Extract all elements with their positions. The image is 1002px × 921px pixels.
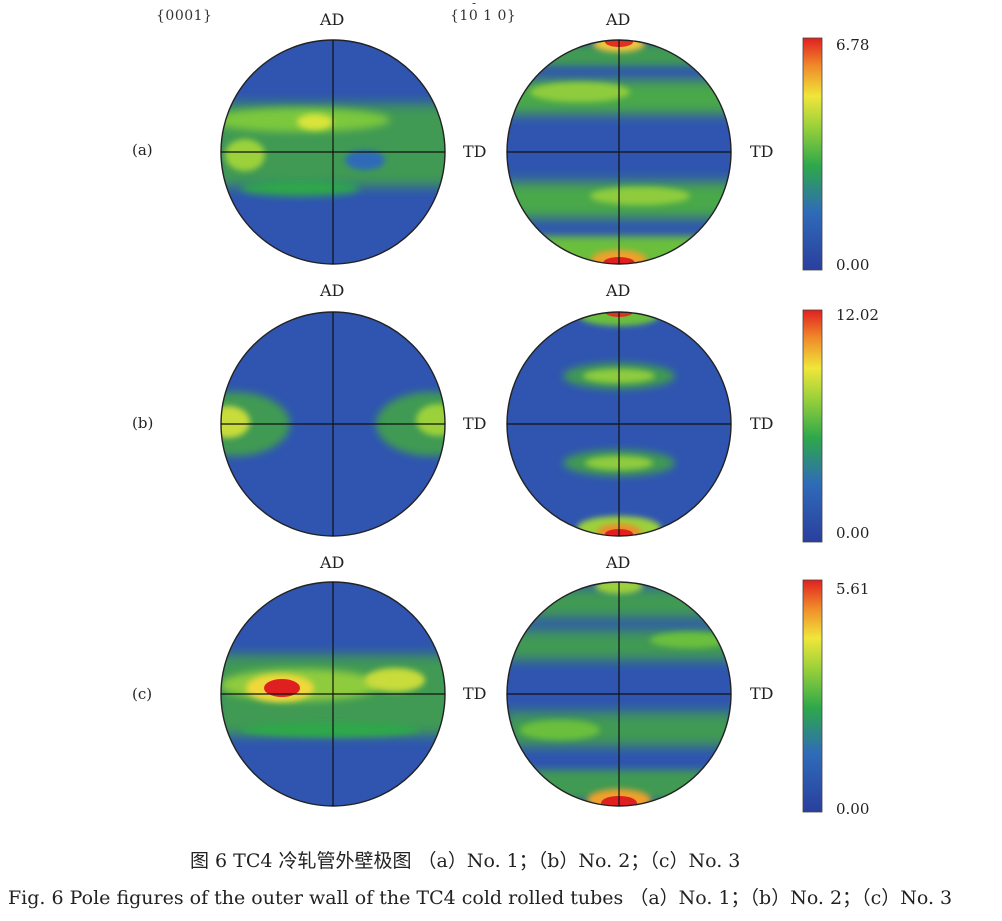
td-label-c-right: TD bbox=[750, 684, 774, 703]
ad-label-b-left: AD bbox=[320, 281, 345, 300]
row-label-b: (b) bbox=[132, 414, 154, 432]
ad-label-a-right: AD bbox=[606, 10, 631, 29]
pole-figure-c-0001 bbox=[220, 581, 446, 807]
colorbar-b-max: 12.02 bbox=[836, 306, 879, 324]
pole-figure-a-0001 bbox=[220, 39, 446, 265]
colorbar-c-max: 5.61 bbox=[836, 580, 870, 598]
pole-figure-b-0001 bbox=[220, 311, 446, 537]
td-label-a-left: TD bbox=[463, 142, 487, 161]
caption-chinese: 图 6 TC4 冷轧管外壁极图 （a）No. 1；（b）No. 2；（c）No.… bbox=[190, 850, 741, 872]
header-right-overbar: - bbox=[472, 0, 477, 10]
colorbar-b bbox=[802, 309, 823, 543]
header-left-plane: {0001} bbox=[156, 8, 213, 24]
pole-figure-a-1010 bbox=[506, 39, 732, 265]
ad-label-a-left: AD bbox=[320, 10, 345, 29]
caption-english: Fig. 6 Pole figures of the outer wall of… bbox=[8, 887, 953, 909]
td-label-c-left: TD bbox=[463, 684, 487, 703]
row-label-a: (a) bbox=[132, 141, 153, 159]
colorbar-c bbox=[802, 579, 823, 813]
ad-label-c-left: AD bbox=[320, 553, 345, 572]
header-right-plane: {10 1 0} bbox=[450, 8, 517, 24]
colorbar-c-min: 0.00 bbox=[836, 800, 870, 818]
colorbar-a-max: 6.78 bbox=[836, 36, 870, 54]
td-label-b-left: TD bbox=[463, 414, 487, 433]
pole-figure-b-1010 bbox=[506, 311, 732, 537]
colorbar-a-min: 0.00 bbox=[836, 256, 870, 274]
row-label-c: (c) bbox=[132, 685, 153, 703]
pole-figure-c-1010 bbox=[506, 581, 732, 807]
ad-label-b-right: AD bbox=[606, 281, 631, 300]
td-label-b-right: TD bbox=[750, 414, 774, 433]
colorbar-a bbox=[802, 37, 823, 271]
ad-label-c-right: AD bbox=[606, 553, 631, 572]
td-label-a-right: TD bbox=[750, 142, 774, 161]
colorbar-b-min: 0.00 bbox=[836, 524, 870, 542]
